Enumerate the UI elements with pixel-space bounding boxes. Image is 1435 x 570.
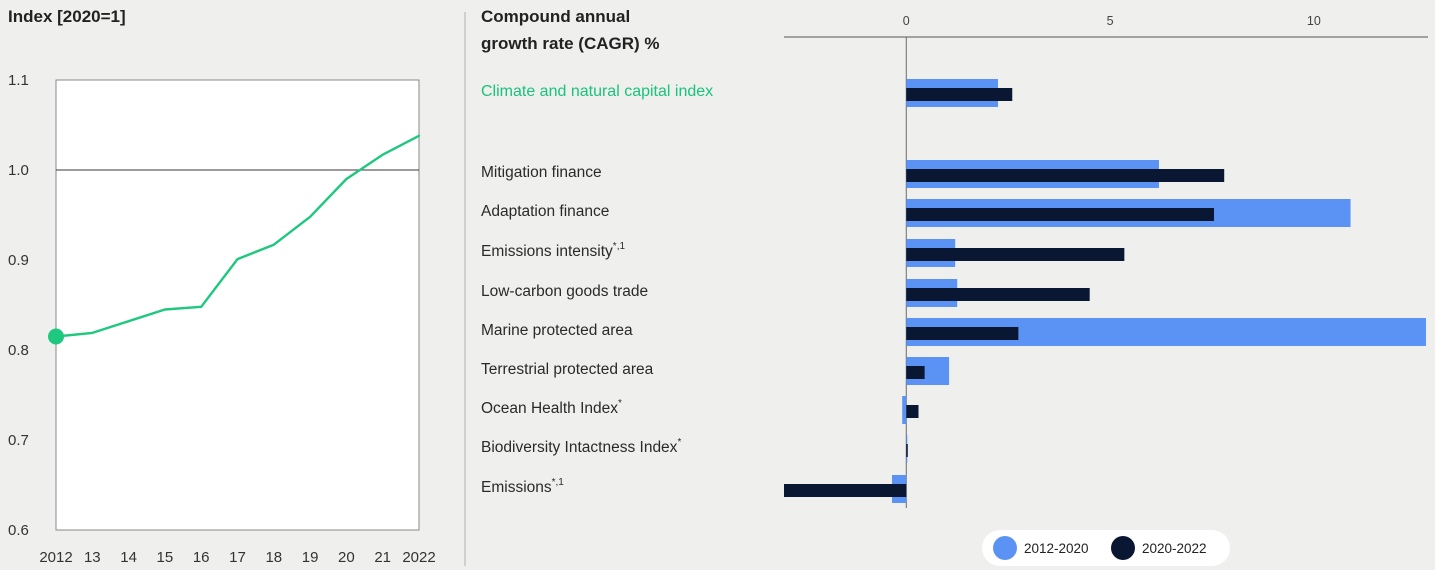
bar-2020-2022 <box>906 444 908 457</box>
y-axis-ticks: 1.1 1.0 0.9 0.8 0.7 0.6 <box>8 72 29 539</box>
bar-groups <box>784 79 1426 503</box>
bar-2020-2022 <box>906 405 919 418</box>
legend-label-2020-2022: 2020-2022 <box>1142 541 1207 556</box>
category-label: Mitigation finance <box>481 164 602 181</box>
x-tick-label: 5 <box>1107 14 1114 28</box>
bar-2020-2022 <box>906 288 1090 301</box>
y-tick-label: 0.7 <box>8 432 29 449</box>
start-point-marker <box>48 328 64 345</box>
x-tick-label: 21 <box>374 549 391 566</box>
legend-label-2012-2020: 2012-2020 <box>1024 541 1089 556</box>
category-label: Marine protected area <box>481 322 633 339</box>
category-footnote-marker: * <box>677 437 681 448</box>
x-tick-label: 13 <box>84 549 101 566</box>
x-tick-label: 15 <box>157 549 174 566</box>
y-tick-label: 0.6 <box>8 522 29 539</box>
category-label-text: Terrestrial protected area <box>481 361 654 378</box>
bar-2020-2022 <box>906 169 1225 182</box>
category-label-text: Ocean Health Index <box>481 400 618 417</box>
category-label: Ocean Health Index* <box>481 398 622 417</box>
category-label: Emissions intensity*,1 <box>481 241 625 260</box>
bar-2020-2022 <box>906 248 1125 261</box>
x-tick-label: 16 <box>193 549 210 566</box>
x-tick-label: 0 <box>903 14 910 28</box>
x-tick-label: 17 <box>229 549 246 566</box>
category-label: Low-carbon goods trade <box>481 283 648 300</box>
bar-chart-title-line-1: Compound annual <box>481 7 630 26</box>
chart-legend: 2012-2020 2020-2022 <box>982 530 1230 566</box>
bar-2020-2022 <box>906 88 1013 101</box>
bar-chart-title-line-2: growth rate (CAGR) % <box>481 34 660 53</box>
x-tick-label: 10 <box>1307 14 1321 28</box>
line-chart-title: Index [2020=1] <box>8 7 126 26</box>
category-label: Adaptation finance <box>481 203 609 220</box>
legend-box <box>982 530 1230 566</box>
x-axis-ticks: 2012 13 14 15 16 17 18 19 20 21 2022 <box>39 549 435 566</box>
y-tick-label: 0.9 <box>8 252 29 269</box>
category-labels: Climate and natural capital index Mitigat… <box>481 83 713 496</box>
category-label-text: Emissions intensity <box>481 243 613 260</box>
x-tick-label: 19 <box>302 549 319 566</box>
x-tick-label: 2022 <box>402 549 435 566</box>
x-tick-label: 2012 <box>39 549 72 566</box>
category-label: Climate and natural capital index <box>481 83 713 100</box>
category-label-text: Emissions <box>481 479 552 496</box>
category-label: Emissions*,1 <box>481 477 564 496</box>
x-tick-label: 20 <box>338 549 355 566</box>
category-label: Terrestrial protected area <box>481 361 654 378</box>
category-footnote-marker: * <box>618 398 622 409</box>
line-plot-area <box>55 79 420 531</box>
category-label-text: Marine protected area <box>481 322 633 339</box>
x-tick-label: 18 <box>265 549 282 566</box>
bar-2020-2022 <box>784 484 907 497</box>
legend-swatch-2012-2020 <box>993 536 1017 560</box>
legend-swatch-2020-2022 <box>1111 536 1135 560</box>
x-axis-ticks: 0 5 10 <box>903 14 1321 28</box>
category-label: Biodiversity Intactness Index* <box>481 437 681 456</box>
y-tick-label: 1.0 <box>8 162 29 179</box>
category-label-text: Mitigation finance <box>481 164 602 181</box>
y-tick-label: 1.1 <box>8 72 29 89</box>
category-label-text: Climate and natural capital index <box>481 83 713 100</box>
x-tick-label: 14 <box>120 549 137 566</box>
category-footnote-marker: *,1 <box>613 241 626 252</box>
bar-2020-2022 <box>906 327 1019 340</box>
bar-2012-2020 <box>902 396 907 424</box>
cagr-bar-chart: Compound annual growth rate (CAGR) % 0 5 1… <box>481 7 1428 566</box>
category-label-text: Adaptation finance <box>481 203 609 220</box>
index-line-chart: Index [2020=1] 1.1 1.0 0.9 0.8 0.7 0.6 2012 13… <box>8 7 436 566</box>
index-series-line <box>54 134 421 338</box>
bar-2020-2022 <box>906 366 925 379</box>
category-label-text: Biodiversity Intactness Index <box>481 439 678 456</box>
y-tick-label: 0.8 <box>8 342 29 359</box>
bar-2020-2022 <box>906 208 1215 221</box>
category-footnote-marker: *,1 <box>552 477 565 488</box>
category-label-text: Low-carbon goods trade <box>481 283 648 300</box>
